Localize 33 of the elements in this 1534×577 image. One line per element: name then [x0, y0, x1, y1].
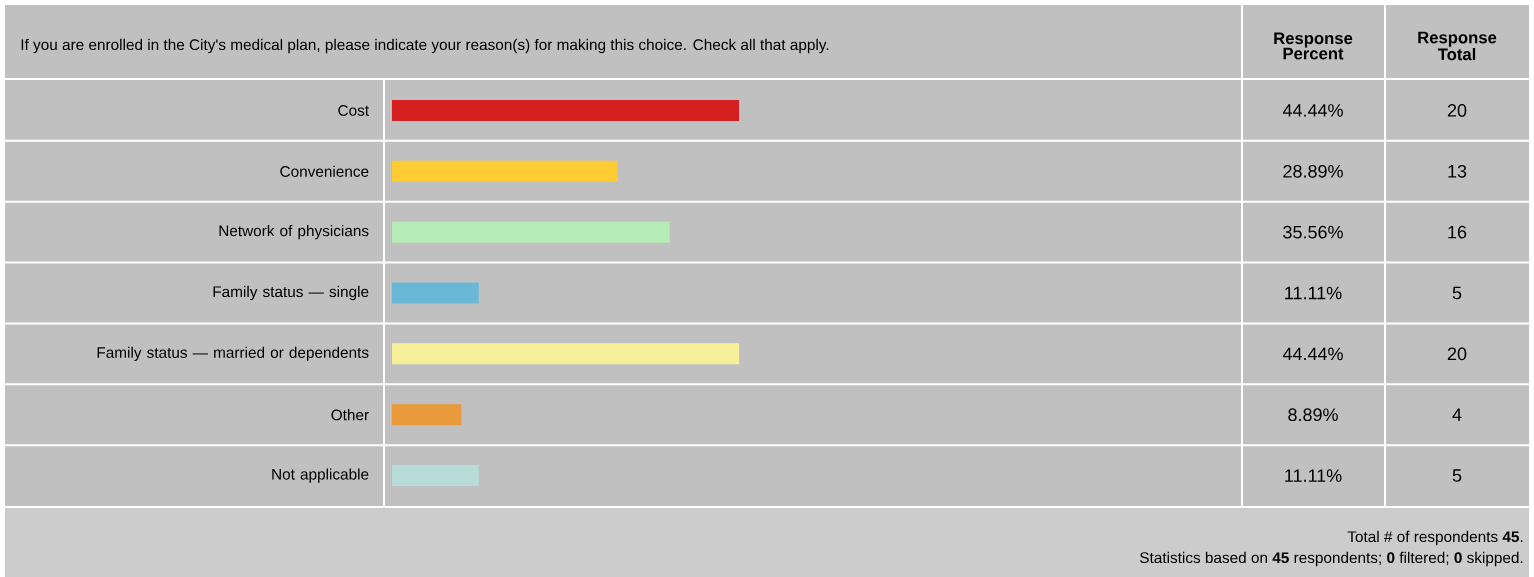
text: Statistics based on 45 respondents; 0 filtered; 0 skipped.: [1140, 551, 1523, 567]
y-tick-label: Family status — married or dependents: [97, 346, 369, 361]
text: Total # of respondents 45.: [1347, 530, 1523, 546]
bar: [392, 343, 740, 365]
bar: [392, 282, 479, 304]
bar: [392, 99, 740, 121]
y-tick-label: Network of physicians: [219, 225, 369, 240]
data-label: 8.89%: [1288, 408, 1338, 422]
text: 16: [1448, 225, 1467, 239]
chart-title: If you are enrolled in the City's medical plan, please indicate your reason(s) for making this choice. Check all that apply.: [21, 38, 829, 54]
text: Response Total: [1418, 31, 1497, 61]
data-label: 11.11%: [1285, 286, 1342, 300]
bar: [392, 465, 479, 487]
y-tick-label: Convenience: [280, 165, 369, 177]
bar: [392, 221, 670, 243]
data-label: 44.44%: [1282, 347, 1343, 361]
data-label: 44.44%: [1282, 104, 1343, 117]
text: 5: [1452, 469, 1462, 482]
text: 20: [1447, 347, 1467, 361]
data-label: 11.11%: [1285, 469, 1342, 482]
bar: [392, 404, 462, 426]
y-tick-label: Family status — single: [213, 285, 369, 301]
text: 20: [1447, 104, 1467, 117]
y-tick-label: Not applicable: [272, 468, 369, 483]
bar: [392, 160, 618, 182]
text: Response Percent: [1274, 32, 1353, 60]
text: 5: [1452, 286, 1462, 300]
data-label: 28.89%: [1283, 164, 1343, 178]
y-tick-label: Other: [331, 409, 369, 421]
text: 13: [1448, 164, 1467, 178]
text: 4: [1452, 408, 1462, 421]
data-label: 35.56%: [1283, 225, 1343, 239]
y-tick-label: Cost: [338, 105, 369, 116]
